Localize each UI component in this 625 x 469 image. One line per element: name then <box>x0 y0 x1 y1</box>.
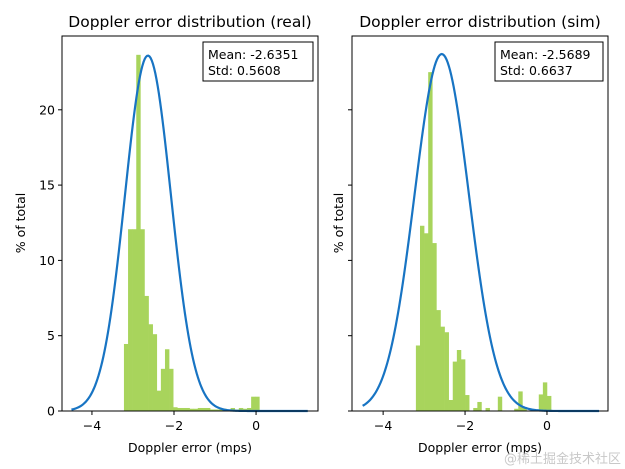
histogram-bar <box>238 407 244 411</box>
histogram-bar <box>189 408 194 411</box>
histogram-bar <box>210 409 215 411</box>
histogram-bar <box>432 243 437 411</box>
stats-box-sim: Mean: -2.5689 Std: 0.6637 <box>494 41 604 82</box>
histogram-bar <box>156 390 162 411</box>
histogram-bar <box>218 409 223 411</box>
chart-title-sim: Doppler error distribution (sim) <box>359 13 601 31</box>
histogram-bar <box>419 225 425 411</box>
histogram-bar <box>436 310 441 411</box>
histogram-bar <box>181 407 186 411</box>
histogram-bar <box>148 324 153 411</box>
histogram-bar <box>169 368 174 411</box>
stats-box-real: Mean: -2.6351 Std: 0.5608 <box>202 41 314 82</box>
histogram-bars <box>415 72 552 411</box>
x-tick-label: 0 <box>252 418 260 433</box>
histogram-bar <box>448 400 454 411</box>
y-tick-label: 15 <box>39 178 55 193</box>
histogram-bar <box>177 407 182 411</box>
histogram-bar <box>518 391 523 411</box>
x-tick-label: −4 <box>374 418 392 433</box>
x-tick-label: −4 <box>83 418 101 433</box>
watermark: @稀土掘金技术社区 <box>504 451 621 467</box>
histogram-bar <box>428 72 433 411</box>
histogram-bar <box>538 394 544 411</box>
histogram-bar <box>444 332 449 411</box>
histogram-bar <box>123 343 129 411</box>
stats-mean-real: Mean: -2.6351 <box>208 47 299 62</box>
histogram-bar <box>160 368 166 411</box>
histogram-bar <box>465 395 470 411</box>
histogram-bar <box>546 395 552 411</box>
histogram-bar <box>251 396 256 411</box>
histogram-bar <box>247 407 252 411</box>
histogram-bar <box>255 396 260 411</box>
histogram-bar <box>485 407 490 411</box>
histogram-bar <box>424 233 429 411</box>
normal-fit-line <box>71 54 308 413</box>
histogram-bar <box>185 407 190 411</box>
x-tick-label: 0 <box>543 418 551 433</box>
histogram-bar <box>473 407 478 411</box>
histogram-bar <box>144 295 149 411</box>
y-tick-label: 10 <box>39 253 55 268</box>
axes-frame <box>61 35 319 412</box>
histogram-bar <box>136 54 141 411</box>
y-tick-label: 5 <box>47 328 55 343</box>
histogram-bar <box>452 361 458 411</box>
subplot-sim: Doppler error distribution (sim) Doppler… <box>331 13 609 455</box>
histogram-bar <box>514 408 519 411</box>
histogram-bar <box>497 396 503 411</box>
histogram-bar <box>477 401 482 411</box>
histogram-bar <box>440 326 445 411</box>
histogram-bar <box>415 345 421 411</box>
histogram-bars <box>123 54 260 411</box>
histogram-bar <box>456 350 462 411</box>
y-axis-label-real: % of total <box>13 193 28 253</box>
histogram-bar <box>522 407 527 411</box>
y-tick-label: 0 <box>47 404 55 419</box>
axes-frame <box>351 35 609 412</box>
histogram-bar <box>152 334 158 411</box>
normal-fit-line <box>362 52 599 413</box>
x-axis-label-sim: Doppler error (mps) <box>418 440 542 455</box>
histogram-bar <box>132 229 137 411</box>
x-axis-label-real: Doppler error (mps) <box>128 440 252 455</box>
histogram-bar <box>460 359 466 411</box>
x-tick-label: −2 <box>456 418 474 433</box>
histogram-bar <box>164 349 170 411</box>
histogram-bar <box>214 409 219 411</box>
y-tick-label: 20 <box>39 102 55 117</box>
histogram-bar <box>542 382 548 411</box>
histogram-bar <box>201 407 207 411</box>
y-axis-label-sim: % of total <box>331 193 346 253</box>
histogram-bar <box>230 407 236 411</box>
histogram-bar <box>197 407 203 411</box>
x-tick-label: −2 <box>165 418 183 433</box>
histogram-bar <box>140 229 145 411</box>
stats-std-real: Std: 0.5608 <box>208 63 281 78</box>
histogram-bar <box>206 407 211 411</box>
stats-mean-sim: Mean: -2.5689 <box>500 47 591 62</box>
chart-title-real: Doppler error distribution (real) <box>68 13 311 31</box>
stats-std-sim: Std: 0.6637 <box>500 63 573 78</box>
histogram-bar <box>173 407 178 411</box>
subplot-real: Doppler error distribution (real) Dopple… <box>13 13 319 455</box>
histogram-bar <box>193 408 199 411</box>
histogram-bar <box>128 229 133 411</box>
